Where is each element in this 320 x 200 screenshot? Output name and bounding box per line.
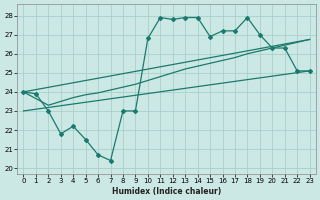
X-axis label: Humidex (Indice chaleur): Humidex (Indice chaleur) [112, 187, 221, 196]
